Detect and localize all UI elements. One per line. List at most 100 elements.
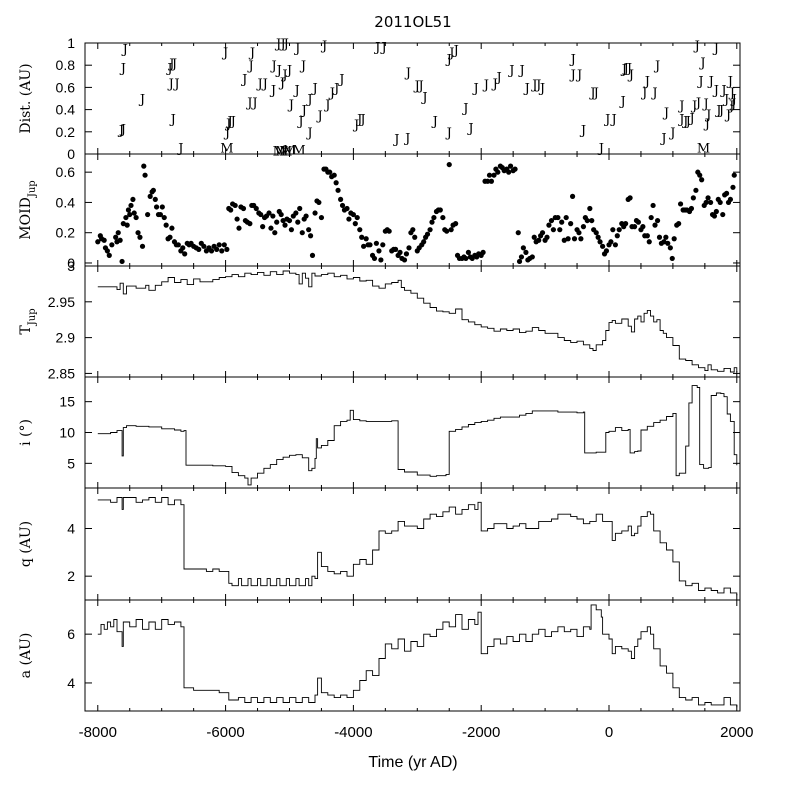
moid-point	[546, 222, 552, 228]
moid-point	[196, 246, 202, 252]
y-axis-label-subscript: Jup	[27, 180, 38, 198]
moid-point	[463, 255, 469, 262]
moid-point	[663, 234, 669, 240]
encounter-marker-J: J	[332, 81, 339, 96]
moid-point	[703, 199, 709, 206]
moid-point	[410, 227, 416, 233]
moid-point	[236, 225, 242, 231]
moid-point	[512, 166, 518, 172]
moid-point	[431, 214, 437, 221]
moid-point	[713, 208, 719, 215]
y-tick-label: 10	[59, 425, 75, 441]
encounter-marker-M: M	[273, 145, 286, 160]
y-tick-label: 0.8	[56, 57, 76, 73]
moid-point	[569, 193, 576, 199]
moid-point	[536, 237, 542, 243]
moid-point	[559, 219, 565, 225]
moid-point	[258, 211, 264, 218]
encounter-marker-J: J	[579, 124, 586, 139]
encounter-marker-J: J	[379, 40, 386, 55]
moid-point	[175, 242, 181, 248]
moid-point	[650, 202, 656, 209]
moid-point	[216, 242, 222, 248]
moid-point	[386, 228, 392, 234]
moid-point	[104, 248, 110, 254]
encounter-marker-J: J	[270, 59, 277, 74]
encounter-marker-J: J	[221, 46, 228, 61]
y-tick-label: 0.4	[56, 194, 76, 210]
y-tick-label: 0	[67, 146, 75, 162]
encounter-marker-J: J	[687, 111, 694, 126]
moid-point	[278, 211, 284, 218]
encounter-marker-J: J	[119, 61, 126, 76]
moid-point	[676, 221, 682, 227]
moid-point	[106, 252, 112, 259]
moid-point	[665, 240, 671, 246]
moid-point	[437, 207, 443, 213]
moid-point	[623, 221, 629, 227]
moid-point	[295, 219, 301, 225]
moid-point	[697, 172, 703, 178]
moid-point	[135, 230, 141, 236]
moid-point	[357, 227, 363, 233]
moid-point	[491, 172, 497, 178]
y-tick-label: 2.9	[56, 330, 76, 346]
moid-point	[495, 169, 501, 175]
moid-point	[95, 239, 101, 245]
encounter-marker-J: J	[447, 46, 454, 61]
encounter-marker-J: J	[310, 81, 317, 96]
encounter-marker-J: J	[659, 131, 666, 146]
y-axis-label: q (AU)	[18, 521, 34, 567]
y-axis-label: Dist. (AU)	[18, 63, 34, 133]
moid-point	[544, 234, 550, 240]
encounter-marker-J: J	[240, 73, 247, 88]
moid-point	[182, 251, 188, 257]
encounter-marker-J: J	[650, 86, 657, 101]
encounter-marker-J: J	[730, 93, 737, 108]
moid-point	[139, 243, 146, 249]
encounter-marker-J: J	[293, 41, 300, 56]
encounter-marker-J: J	[392, 132, 399, 147]
encounter-marker-J: J	[696, 75, 703, 90]
moid-point	[406, 245, 412, 251]
encounter-marker-J: J	[471, 81, 478, 96]
encounter-marker-J: J	[445, 53, 452, 68]
moid-point	[610, 227, 616, 233]
moid-point	[421, 239, 427, 245]
encounter-marker-J: J	[278, 76, 285, 91]
encounter-marker-M: M	[275, 145, 288, 160]
moid-point	[240, 205, 247, 212]
moid-point	[335, 187, 341, 193]
moid-point	[589, 217, 595, 224]
y-tick-label: 0.6	[56, 79, 76, 95]
encounter-marker-J: J	[223, 126, 230, 141]
y-tick-label: 6	[67, 626, 75, 642]
moid-point	[677, 201, 684, 207]
encounter-marker-J: J	[726, 75, 733, 90]
y-tick-label: 5	[67, 455, 75, 471]
moid-point	[373, 240, 379, 246]
moid-point	[142, 172, 148, 178]
moid-point	[516, 258, 523, 265]
moid-point	[515, 230, 521, 236]
encounter-marker-J: J	[653, 59, 660, 74]
y-tick-label: 0.2	[56, 225, 76, 241]
encounter-marker-J: J	[285, 64, 292, 79]
moid-point	[350, 211, 356, 218]
moid-point	[127, 211, 133, 218]
encounter-marker-J: J	[305, 126, 312, 141]
encounter-marker-J: J	[530, 78, 537, 93]
encounter-marker-J: J	[293, 84, 300, 99]
moid-point	[272, 230, 278, 236]
encounter-marker-J: J	[728, 86, 735, 101]
moid-point	[523, 249, 529, 255]
moid-point	[631, 224, 638, 230]
moid-point	[627, 195, 633, 201]
moid-point	[268, 225, 274, 231]
encounter-marker-J: J	[722, 93, 729, 108]
moid-point	[169, 225, 175, 231]
encounter-marker-J: J	[320, 39, 327, 54]
moid-point	[128, 202, 134, 209]
encounter-marker-J: J	[662, 106, 669, 121]
